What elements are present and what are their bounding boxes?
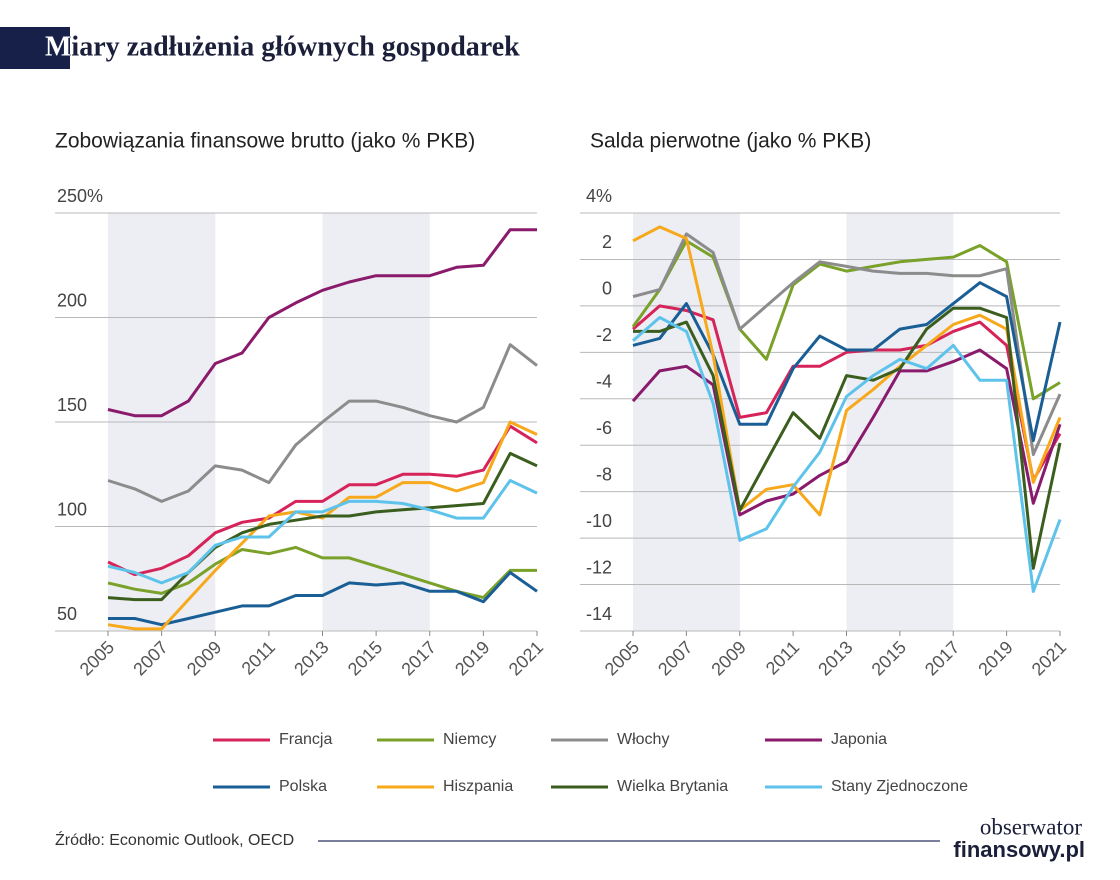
y-tick-label: -10 xyxy=(586,511,612,531)
x-tick-label: 2007 xyxy=(654,637,696,679)
series-line xyxy=(107,479,538,585)
x-tick-label: 2013 xyxy=(814,637,856,679)
x-tick-label: 2019 xyxy=(974,637,1016,679)
panel-title: Zobowiązania finansowe brutto (jako % PK… xyxy=(55,130,475,153)
legend-label: Stany Zjednoczone xyxy=(831,778,968,795)
x-tick-label: 2015 xyxy=(868,637,910,679)
x-tick-label: 2005 xyxy=(76,637,118,679)
y-tick-label: -2 xyxy=(596,325,612,345)
series-line xyxy=(107,451,538,602)
y-tick-label: -14 xyxy=(586,604,612,624)
x-tick-label: 2021 xyxy=(505,637,547,679)
y-tick-label: -4 xyxy=(596,372,612,392)
y-tick-label: -6 xyxy=(596,418,612,438)
series-line xyxy=(632,225,1062,517)
y-tick-label: 4% xyxy=(586,186,612,206)
shaded-band xyxy=(846,213,954,631)
x-tick-label: 2009 xyxy=(707,637,749,679)
legend-label: Niemcy xyxy=(443,731,496,748)
x-tick-label: 2017 xyxy=(397,637,439,679)
series-line xyxy=(107,343,538,503)
x-tick-label: 2013 xyxy=(290,637,332,679)
y-tick-label: -12 xyxy=(586,557,612,577)
y-tick-label: 100 xyxy=(57,499,87,519)
series-line xyxy=(107,228,537,418)
series-line xyxy=(632,232,1062,456)
x-tick-label: 2019 xyxy=(451,637,493,679)
y-tick-label: -8 xyxy=(596,464,612,484)
title-block xyxy=(0,27,70,69)
series-line xyxy=(632,281,1062,443)
x-tick-label: 2021 xyxy=(1028,637,1070,679)
legend-label: Hiszpania xyxy=(443,778,513,795)
y-tick-label: 50 xyxy=(57,604,77,624)
series-line xyxy=(631,239,1061,401)
series-line xyxy=(108,571,538,627)
legend-label: Polska xyxy=(279,778,327,795)
logo-bottom: finansowy.pl xyxy=(953,837,1085,862)
series-line xyxy=(107,424,538,577)
series-line xyxy=(632,316,1062,593)
page-title-overlay: Miary zadłużenia głównych gospodarek xyxy=(45,31,520,62)
y-tick-label: 250% xyxy=(57,186,103,206)
source: Źródło: Economic Outlook, OECD xyxy=(55,830,294,849)
x-tick-label: 2011 xyxy=(762,637,804,679)
logo-top: obserwator xyxy=(980,814,1083,839)
y-tick-label: 0 xyxy=(602,279,612,299)
legend-label: Japonia xyxy=(831,731,887,748)
x-tick-label: 2017 xyxy=(921,637,963,679)
x-tick-label: 2007 xyxy=(129,637,171,679)
x-tick-label: 2011 xyxy=(238,637,280,679)
page-title: Miary zadłużenia głównych gospodarek xyxy=(45,31,520,62)
y-tick-label: 200 xyxy=(57,290,87,310)
y-tick-label: 2 xyxy=(602,232,612,252)
panel-title: Salda pierwotne (jako % PKB) xyxy=(590,130,871,153)
x-tick-label: 2009 xyxy=(183,637,225,679)
series-line xyxy=(107,420,538,631)
series-line xyxy=(633,306,1062,570)
y-tick-label: 150 xyxy=(57,395,87,415)
legend-label: Francja xyxy=(279,731,332,748)
x-tick-label: 2015 xyxy=(344,637,386,679)
plots: Zobowiązania finansowe brutto (jako % PK… xyxy=(55,130,1070,795)
legend-label: Wielka Brytania xyxy=(617,778,728,795)
legend-label: Włochy xyxy=(617,731,669,748)
x-tick-label: 2005 xyxy=(601,637,643,679)
